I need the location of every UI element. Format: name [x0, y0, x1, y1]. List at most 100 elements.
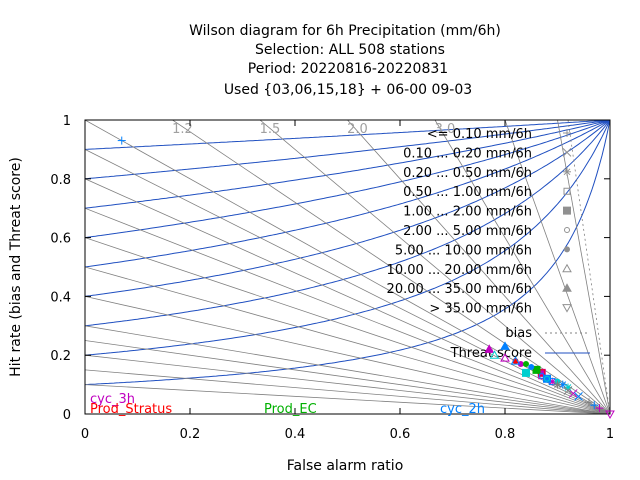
data-point-s3-9: [117, 136, 126, 145]
legend: <= 0.10 mm/6h 0.10 ... 0.20 mm/6h 0.20 ...…: [387, 127, 590, 361]
series-label-3: cyc_2h: [440, 402, 485, 417]
x-axis-label: False alarm ratio: [287, 458, 404, 474]
bias-ray-13: [259, 120, 610, 414]
x-tick-label-2: 0.4: [285, 427, 306, 442]
legend-label-2: 0.20 ... 0.50 mm/6h: [403, 166, 532, 181]
data-point-s3-8: [500, 341, 510, 350]
series-label-0: cyc_3h: [90, 392, 135, 407]
x-tick-label-5: 1: [606, 427, 614, 442]
title-line-1: Wilson diagram for 6h Precipitation (mm/…: [189, 23, 501, 39]
bias-labels: 1.2 1.5 2.0 3.0: [172, 122, 455, 137]
series-label-1: Prod_Stratus: [90, 402, 172, 417]
legend-marker-2: [563, 167, 571, 176]
bias-ray-16: [504, 120, 610, 414]
legend-label-9: > 35.00 mm/6h: [429, 302, 532, 317]
title-line-4: Used {03,06,15,18} + 06-00 09-03: [224, 82, 472, 98]
threat-isoline-0: [85, 120, 610, 386]
legend-threat-label: Threat score: [450, 346, 532, 361]
legend-marker-4: [563, 206, 571, 215]
bias-ray-8: [85, 207, 610, 414]
legend-marker-0: [563, 129, 571, 137]
bias-ray-4: [85, 325, 610, 414]
bias-ray-0: [85, 384, 610, 414]
legend-label-4: 1.00 ... 2.00 mm/6h: [403, 205, 532, 220]
y-tick-label-0: 0: [63, 408, 71, 423]
legend-marker-8: [562, 283, 572, 292]
data-point-s3-7: [510, 356, 521, 365]
legend-marker-7: [562, 263, 572, 273]
y-tick-label-2: 0.4: [50, 290, 71, 305]
y-axis-label: Hit rate (bias and Threat score): [8, 157, 24, 377]
legend-marker-3: [563, 187, 571, 195]
data-points: [117, 136, 615, 420]
data-point-s3-6: [528, 363, 535, 370]
legend-label-6: 5.00 ... 10.00 mm/6h: [395, 243, 532, 258]
data-point-s4-0: [522, 368, 530, 377]
x-tick-label-3: 0.6: [390, 427, 411, 442]
data-point-s4-4: [489, 350, 500, 359]
data-point-s2-1: [523, 361, 529, 368]
data-point-s0-0: [595, 404, 604, 413]
bias-ray-2: [85, 354, 610, 414]
threat-isoline-7: [85, 120, 610, 180]
bias-label-3: 3.0: [435, 122, 456, 137]
legend-marker-1: [562, 148, 572, 157]
legend-label-5: 2.00 ... 5.00 mm/6h: [403, 224, 532, 239]
data-point-s5-0: [585, 398, 593, 407]
threat-isoline-2: [85, 120, 610, 327]
bias-ray-3: [85, 340, 610, 414]
legend-marker-6: [564, 246, 570, 253]
x-tick-label-4: 0.8: [495, 427, 516, 442]
series-label-2: Prod_EC: [264, 402, 317, 417]
bias-ray-7: [85, 237, 610, 414]
legend-marker-9: [562, 304, 572, 313]
data-point-s3-0: [590, 401, 599, 410]
bias-ray-dotted: [567, 120, 610, 414]
legend-marker-5: [564, 227, 570, 233]
data-point-s3-1: [574, 392, 583, 401]
chart-title: Wilson diagram for 6h Precipitation (mm/…: [189, 23, 501, 98]
threat-isoline-4: [85, 120, 610, 268]
legend-bias-label: bias: [505, 326, 532, 341]
threat-isoline-8: [85, 120, 610, 150]
threat-isoline-3: [85, 120, 610, 297]
chart-isolines: [85, 120, 610, 414]
data-point-s4-1: [544, 375, 550, 382]
bias-ray-14: [347, 120, 610, 414]
threat-isoline-1: [85, 120, 610, 356]
legend-label-8: 20.00 ... 35.00 mm/6h: [387, 282, 532, 297]
bias-ray-6: [85, 266, 610, 414]
legend-label-1: 0.10 ... 0.20 mm/6h: [403, 146, 532, 161]
plot-frame: [84, 119, 611, 415]
bias-ray-1: [85, 369, 610, 414]
legend-label-3: 0.50 ... 1.00 mm/6h: [403, 185, 532, 200]
bias-ray-12: [172, 120, 610, 414]
data-point-s5-2: [563, 386, 573, 395]
bias-label-0: 1.2: [172, 122, 193, 137]
bias-ray-15: [434, 120, 610, 414]
data-point-s3-5: [538, 372, 545, 379]
y-tick-label-5: 1: [63, 114, 71, 129]
y-tick-label-1: 0.2: [50, 349, 71, 364]
data-point-s0-6: [517, 361, 524, 368]
bias-ray-5: [85, 296, 610, 414]
data-point-s5-1: [553, 380, 562, 389]
y-tick-label-4: 0.8: [50, 173, 71, 188]
data-point-s0-7: [500, 353, 510, 362]
title-line-2: Selection: ALL 508 stations: [255, 42, 445, 58]
data-point-s0-9: [605, 410, 615, 420]
threat-isoline-6: [85, 120, 610, 209]
x-tick-label-0: 0: [81, 427, 89, 442]
title-line-3: Period: 20220816-20220831: [248, 61, 448, 77]
y-tick-label-3: 0.6: [50, 232, 71, 247]
x-tick-label-1: 0.2: [180, 427, 201, 442]
legend-label-7: 10.00 ... 20.00 mm/6h: [387, 263, 532, 278]
bias-label-1: 1.5: [260, 122, 281, 137]
bias-label-2: 2.0: [347, 122, 368, 137]
bias-ray-17: [557, 120, 610, 414]
legend-label-0: <= 0.10 mm/6h: [427, 127, 532, 142]
data-point-s0-8: [484, 344, 495, 353]
axes: 0 0.2 0.4 0.6 0.8 1 0 0.2 0.4 0.6 0.8 1: [50, 114, 614, 442]
